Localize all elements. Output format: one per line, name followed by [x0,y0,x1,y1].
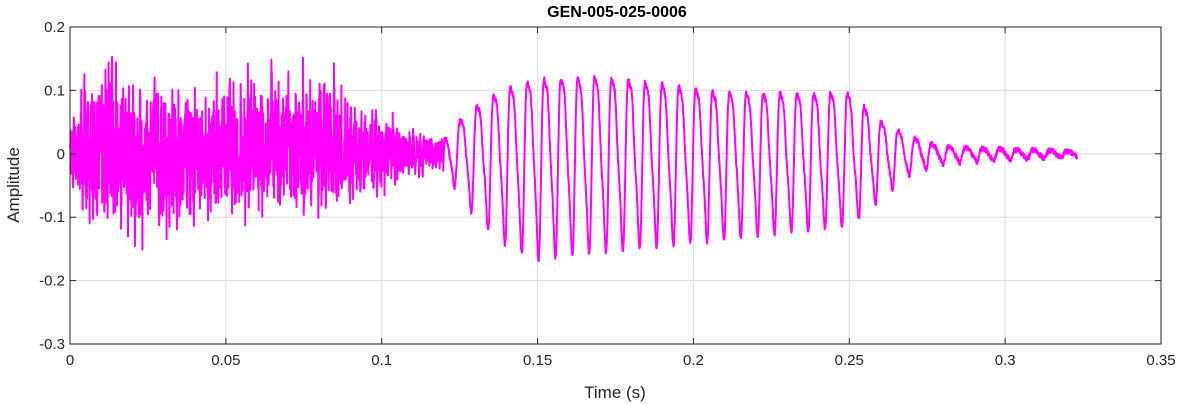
x-tick-label: 0 [66,352,74,369]
chart-title: GEN-005-025-0006 [547,4,687,21]
plot-frame [69,26,1162,345]
x-tick-label: 0.1 [371,352,392,369]
y-tick-label: 0.2 [44,19,65,36]
x-axis-label: Time (s) [584,383,646,402]
y-tick-label: -0.1 [39,209,65,226]
x-tick-label: 0.3 [995,352,1016,369]
x-tick-label: 0.25 [835,352,864,369]
x-tick-label: 0.05 [211,352,240,369]
y-tick-label: 0.1 [44,82,65,99]
x-tick-label: 0.15 [523,352,552,369]
y-tick-label: -0.3 [39,336,65,353]
y-axis-label: Amplitude [4,147,23,223]
y-tick-label: -0.2 [39,273,65,290]
series-line [69,55,1078,263]
axis-ticks: 0 0.05 0.1 0.15 0.2 0.25 0.3 0.35 -0.3 -0.2 -0.1 0 0… [39,19,1175,369]
x-tick-label: 0.2 [683,352,704,369]
y-tick-label: 0 [57,146,65,163]
x-tick-label: 0.35 [1146,352,1175,369]
signal-trace [69,55,1078,263]
